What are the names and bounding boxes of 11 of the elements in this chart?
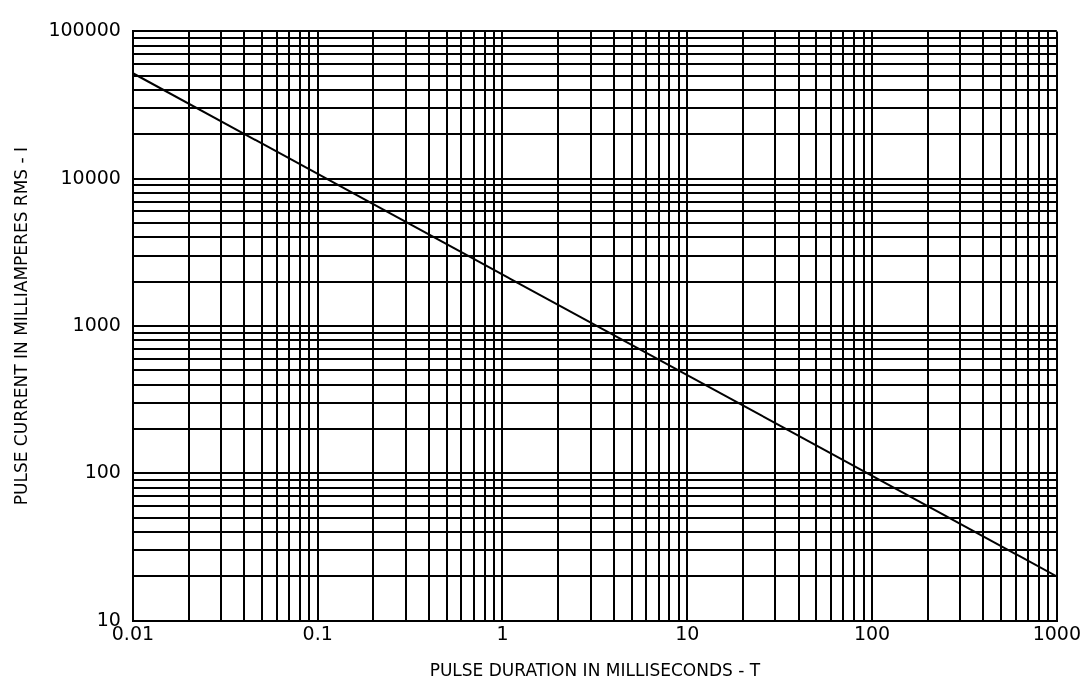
x-tick-label: 1000: [1032, 622, 1081, 645]
x-tick-label: 0.1: [302, 622, 333, 645]
y-axis-title: PULSE CURRENT IN MILLIAMPERES RMS - I: [10, 146, 31, 506]
x-tick-label: 10: [675, 622, 700, 645]
x-tick-label: 100: [853, 622, 891, 645]
x-tick-label: 1: [496, 622, 509, 645]
x-axis-title: PULSE DURATION IN MILLISECONDS - T: [429, 660, 761, 681]
y-tick-label: 10000: [60, 165, 121, 188]
y-tick-label: 100000: [48, 18, 121, 41]
y-tick-label: 1000: [72, 313, 121, 336]
y-tick-label: 100: [84, 460, 121, 483]
